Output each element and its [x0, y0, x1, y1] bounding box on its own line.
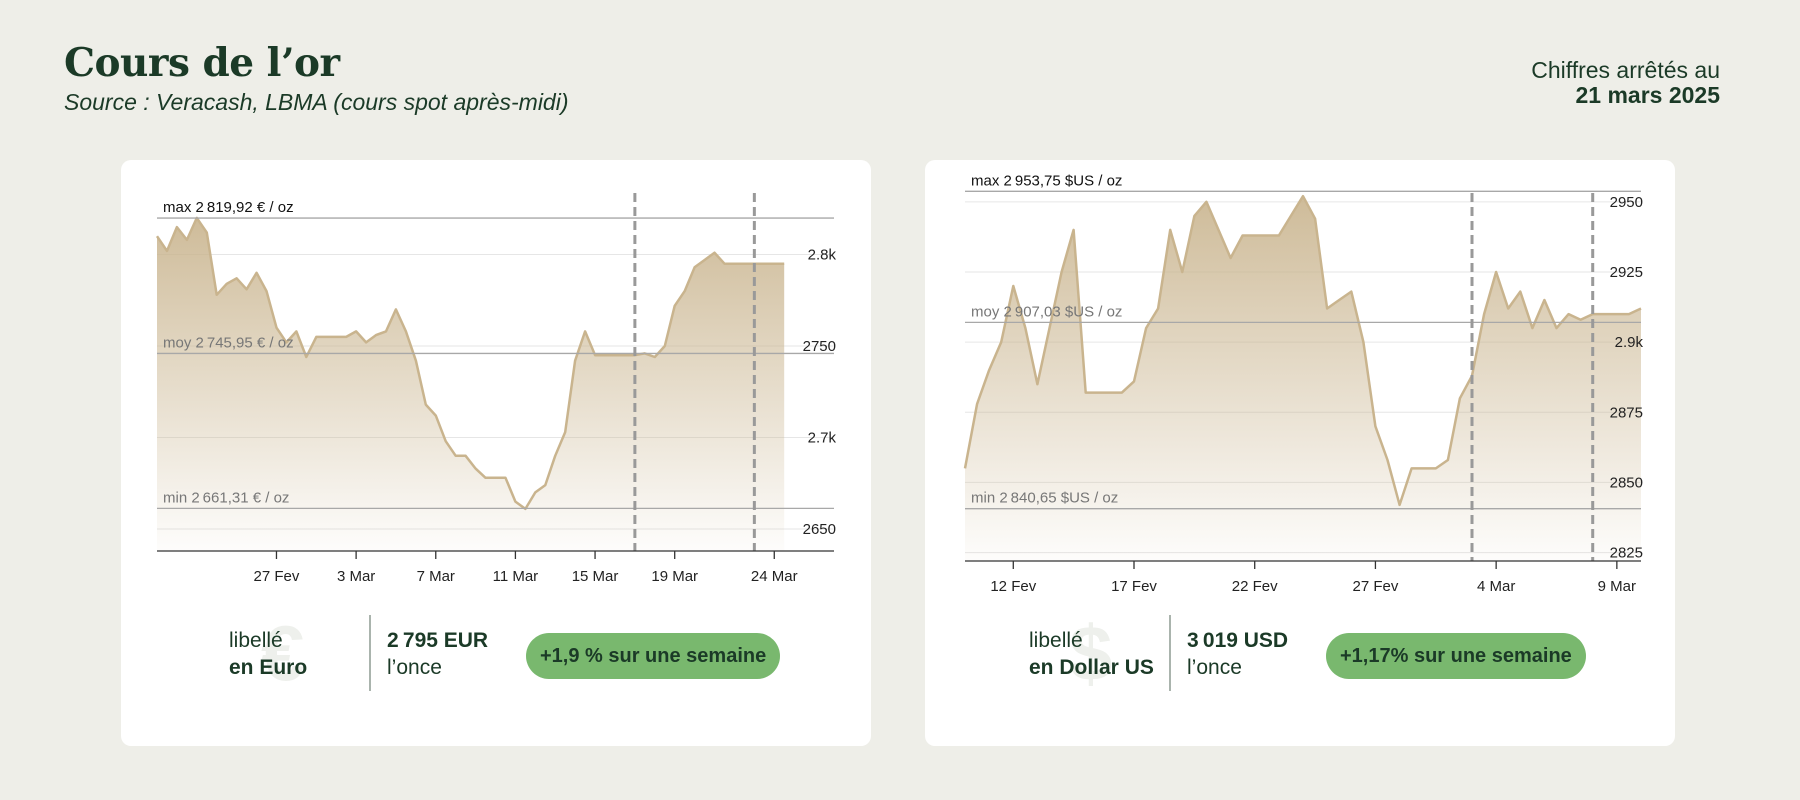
gold-chart-euro: max 2 819,92 € / oz moy 2 745,95 € / oz mi…	[155, 193, 837, 585]
price-value: 2 795 EUR	[387, 629, 489, 652]
weekly-change-badge: +1,9 % sur une semaine	[526, 633, 781, 679]
min-reference-label: min 2 840,65 $US / oz	[971, 490, 1118, 507]
moy-reference-label: moy 2 907,03 $US / oz	[971, 303, 1122, 320]
x-tick-label: 19 Mar	[651, 568, 698, 585]
x-tick-label: 27 Fev	[1352, 578, 1398, 595]
price-line	[155, 216, 785, 511]
currency-label-line1: libellé	[1029, 629, 1083, 652]
x-tick-label: 11 Mar	[493, 568, 539, 585]
footer-divider	[369, 615, 371, 691]
max-reference-label: max 2 819,92 € / oz	[163, 199, 294, 216]
y-tick-label: 2.7k	[808, 430, 837, 447]
gold-card-euro: max 2 819,92 € / oz moy 2 745,95 € / oz mi…	[121, 160, 871, 746]
y-tick-label: 2925	[1610, 264, 1643, 281]
max-reference-label: max 2 953,75 $US / oz	[971, 172, 1122, 189]
y-tick-label: 2.9k	[1615, 334, 1644, 351]
y-tick-label: 2.8k	[808, 247, 837, 264]
x-tick-label: 4 Mar	[1477, 578, 1515, 595]
x-tick-label: 12 Fev	[990, 578, 1036, 595]
page-title: Cours de l’or	[64, 40, 340, 86]
dollar-symbol-icon: $	[1069, 609, 1113, 697]
min-reference-label: min 2 661,31 € / oz	[163, 489, 289, 506]
currency-label: libellé en Euro	[229, 627, 307, 681]
y-tick-label: 2650	[803, 521, 836, 538]
y-tick-label: 2950	[1610, 194, 1643, 211]
price-block: 2 795 EUR l’once	[387, 627, 488, 681]
currency-label-line1: libellé	[229, 629, 283, 652]
date-value: 21 mars 2025	[1575, 82, 1720, 108]
y-tick-label: 2850	[1610, 474, 1643, 491]
card-footer-usd: $ libellé en Dollar US 3 019 USD l’once …	[925, 609, 1675, 697]
y-tick-label: 2825	[1610, 545, 1643, 562]
x-tick-label: 24 Mar	[751, 568, 798, 585]
y-tick-label: 2875	[1610, 404, 1643, 421]
gold-card-usd: max 2 953,75 $US / oz moy 2 907,03 $US / …	[925, 160, 1675, 746]
price-area	[157, 217, 785, 551]
price-block: 3 019 USD l’once	[1187, 627, 1288, 681]
currency-label: libellé en Dollar US	[1029, 627, 1154, 681]
date-block: Chiffres arrêtés au 21 mars 2025	[1531, 58, 1720, 108]
x-tick-label: 27 Fev	[254, 568, 300, 585]
y-tick-label: 2750	[803, 338, 836, 355]
price-value: 3 019 USD	[1187, 629, 1289, 652]
currency-label-line2: en Dollar US	[1029, 656, 1154, 679]
price-line	[963, 194, 1642, 507]
price-unit: l’once	[1187, 656, 1242, 679]
x-tick-label: 7 Mar	[417, 568, 455, 585]
euro-symbol-icon: €	[261, 609, 305, 697]
gold-chart-usd: max 2 953,75 $US / oz moy 2 907,03 $US / …	[963, 172, 1644, 595]
card-footer-euro: € libellé en Euro 2 795 EUR l’once +1,9 …	[121, 609, 871, 697]
weekly-change-badge: +1,17% sur une semaine	[1326, 633, 1586, 679]
x-tick-label: 15 Mar	[572, 568, 619, 585]
price-unit: l’once	[387, 656, 442, 679]
price-area	[965, 196, 1641, 561]
moy-reference-label: moy 2 745,95 € / oz	[163, 334, 294, 351]
footer-divider	[1169, 615, 1171, 691]
page-subtitle: Source : Veracash, LBMA (cours spot aprè…	[64, 89, 569, 115]
x-tick-label: 17 Fev	[1111, 578, 1157, 595]
date-label: Chiffres arrêtés au	[1531, 57, 1720, 83]
x-tick-label: 22 Fev	[1232, 578, 1278, 595]
currency-label-line2: en Euro	[229, 656, 308, 679]
x-tick-label: 9 Mar	[1598, 578, 1636, 595]
x-tick-label: 3 Mar	[337, 568, 375, 585]
